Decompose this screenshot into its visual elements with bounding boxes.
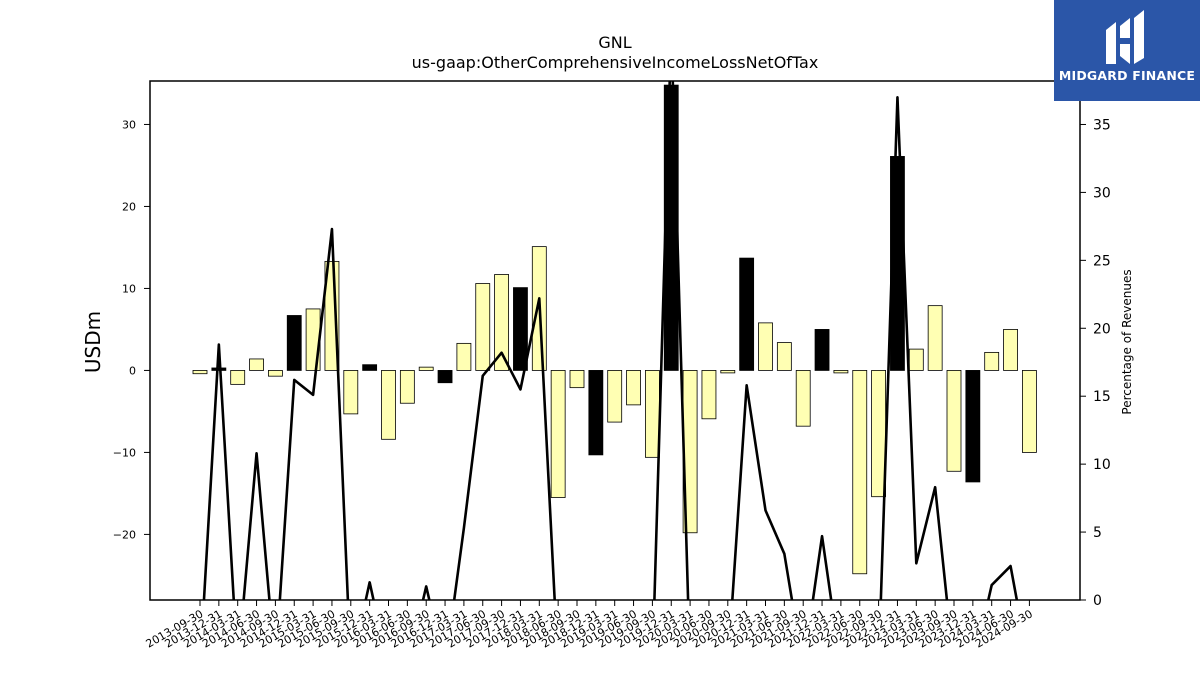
bar-2016-09-30: [418, 366, 434, 371]
bar-2021-03-31: [758, 322, 773, 371]
bar-2020-09-30: [720, 370, 736, 374]
y-tick-label: 20: [122, 200, 136, 213]
bar-2018-12-31: [588, 370, 604, 456]
bar-2024-09-30: [1022, 370, 1037, 453]
bar-2020-12-31: [739, 257, 755, 371]
bar-2014-12-31: [286, 315, 302, 371]
pct-revenues-line: [202, 81, 1019, 600]
bar-2024-03-31: [984, 351, 1000, 371]
y2-tick-label: 15: [1093, 389, 1111, 405]
y2-tick-label: 10: [1093, 457, 1111, 473]
bar-2021-09-30: [795, 370, 811, 427]
y-axis: −20 −10 0 10 20 30: [113, 118, 150, 541]
bar-2016-12-31: [437, 370, 453, 384]
logo-text: MIDGARD FINANCE: [1058, 68, 1196, 83]
y2-tick-label: 30: [1093, 185, 1111, 201]
bar-2022-06-30: [852, 370, 868, 575]
bar-2019-06-30: [626, 370, 641, 406]
bar-2017-06-30: [475, 283, 491, 371]
bar-2023-12-31: [965, 370, 981, 483]
y2-tick-label: 0: [1093, 593, 1102, 609]
x-axis: 2013-09-302013-12-312014-03-312014-06-30…: [144, 600, 1035, 651]
bar-2017-03-31: [456, 342, 472, 371]
bar-2022-03-31: [833, 370, 849, 374]
bar-2023-03-31: [908, 348, 924, 371]
y-tick-label: 10: [122, 282, 136, 295]
bars-group: [192, 84, 1037, 575]
chart-subtitle: us-gaap:OtherComprehensiveIncomeLossNetO…: [412, 53, 819, 72]
bar-2019-09-30: [645, 370, 660, 458]
bar-2016-03-31: [381, 370, 396, 440]
y-tick-label: −20: [113, 528, 136, 541]
bar-2023-09-30: [946, 370, 962, 472]
bar-2021-12-31: [814, 329, 830, 371]
y-axis-label: USDm: [81, 311, 105, 373]
bar-2017-12-31: [513, 287, 528, 371]
bar-2020-06-30: [701, 370, 717, 420]
bar-2019-03-31: [607, 370, 623, 423]
bar-2023-06-30: [927, 305, 943, 371]
y2-axis-label: Percentage of Revenues: [1120, 269, 1134, 414]
bar-2017-09-30: [494, 274, 510, 371]
y2-tick-label: 25: [1093, 253, 1111, 269]
bar-2013-12-31: [211, 367, 227, 371]
bar-2013-09-30: [192, 370, 208, 375]
y2-tick-label: 20: [1093, 321, 1111, 337]
y2-axis: 0 5 10 15 20 25 30 35: [1080, 117, 1111, 609]
y-tick-label: 30: [122, 118, 136, 131]
y2-tick-label: 35: [1093, 117, 1111, 133]
bar-2015-09-30: [343, 370, 359, 415]
chart-title: GNL: [598, 33, 631, 52]
midgard-logo-icon: [1106, 10, 1144, 64]
y-tick-label: 0: [129, 364, 136, 377]
bar-2018-09-30: [569, 370, 585, 389]
y-tick-label: −10: [113, 446, 136, 459]
bar-2018-06-30: [550, 370, 566, 498]
logo: MIDGARD FINANCE: [1054, 0, 1200, 101]
y2-tick-label: 5: [1093, 525, 1102, 541]
bar-2024-06-30: [1003, 329, 1018, 371]
bar-2014-03-31: [230, 370, 246, 385]
bar-2016-06-30: [399, 370, 415, 404]
bar-2014-06-30: [249, 358, 264, 371]
bar-2021-06-30: [776, 342, 792, 371]
bar-2015-12-31: [362, 364, 378, 371]
bar-2014-09-30: [267, 370, 283, 377]
line-group: [202, 81, 1019, 600]
bar-2022-09-30: [871, 370, 886, 498]
